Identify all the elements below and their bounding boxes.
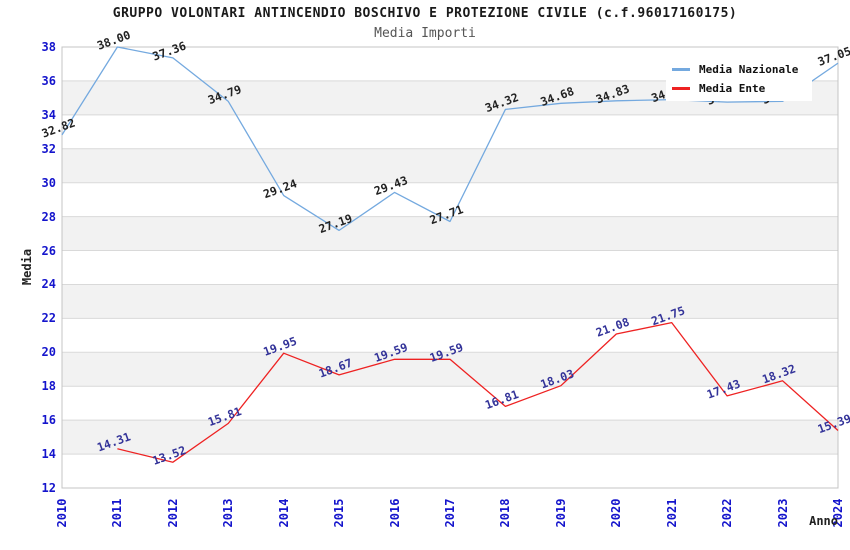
legend-item-media-ente: Media Ente (672, 79, 806, 98)
x-tick-label: 2015 (332, 498, 347, 528)
x-tick-label: 2020 (609, 498, 624, 528)
grid-band (62, 114, 838, 149)
y-tick-label: 20 (41, 345, 56, 360)
plot-border (61, 46, 839, 489)
y-tick-label: 34 (41, 107, 56, 122)
media-nazionale-line-swatch-icon (672, 68, 690, 71)
grid-band (62, 284, 838, 319)
x-tick-label: 2012 (165, 498, 180, 528)
legend-label: Media Ente (699, 82, 766, 95)
y-tick-label: 24 (41, 277, 56, 292)
y-tick-label: 32 (41, 141, 56, 156)
x-tick-label: 2013 (221, 498, 236, 528)
y-tick-label: 22 (41, 311, 56, 326)
x-tick-label: 2014 (276, 498, 291, 528)
grid-band (62, 386, 838, 421)
x-tick-label: 2021 (664, 498, 679, 528)
y-tick-label: 12 (41, 481, 56, 495)
y-tick-label: 16 (41, 413, 56, 428)
x-axis-title: Anno (809, 514, 838, 528)
legend-label: Media Nazionale (699, 63, 799, 76)
x-tick-label: 2023 (775, 498, 790, 528)
chart-title: GRUPPO VOLONTARI ANTINCENDIO BOSCHIVO E … (112, 6, 738, 21)
plot-area: 32.82 38.00 37.36 34.79 29.24 27.19 29.43 27.71… (40, 28, 850, 489)
y-tick-label: 14 (41, 447, 56, 462)
series-line-media-ente (117, 321, 839, 463)
chart-subtitle: Media Importi (374, 26, 476, 41)
y-tick-label: 36 (41, 73, 56, 88)
grid-band (62, 216, 838, 251)
series-line-media-nazionale (61, 46, 839, 232)
x-tick-label: 2017 (443, 498, 457, 528)
grid-band (62, 182, 838, 217)
x-tick-label: 2011 (110, 498, 125, 528)
grid-band (62, 318, 838, 353)
grid-band (62, 148, 838, 183)
grid-band (62, 420, 838, 455)
grid-band (62, 250, 838, 285)
x-tick-label: 2016 (387, 498, 402, 528)
grid-band (62, 352, 838, 387)
grid-band (62, 454, 838, 488)
x-tick-label: 2010 (55, 498, 69, 528)
legend-item-media-nazionale: Media Nazionale (672, 60, 806, 79)
x-tick-label: 2022 (720, 498, 735, 528)
y-tick-label: 28 (41, 209, 56, 224)
y-tick-label: 38 (41, 40, 56, 54)
y-tick-label: 30 (41, 175, 56, 190)
legend-box: Media Nazionale Media Ente (666, 57, 812, 101)
x-tick-label: 2018 (498, 498, 513, 528)
y-tick-label: 26 (41, 243, 56, 258)
media-ente-line-swatch-icon (672, 87, 690, 90)
y-tick-label: 18 (41, 379, 56, 394)
x-tick-label: 2019 (553, 498, 568, 528)
